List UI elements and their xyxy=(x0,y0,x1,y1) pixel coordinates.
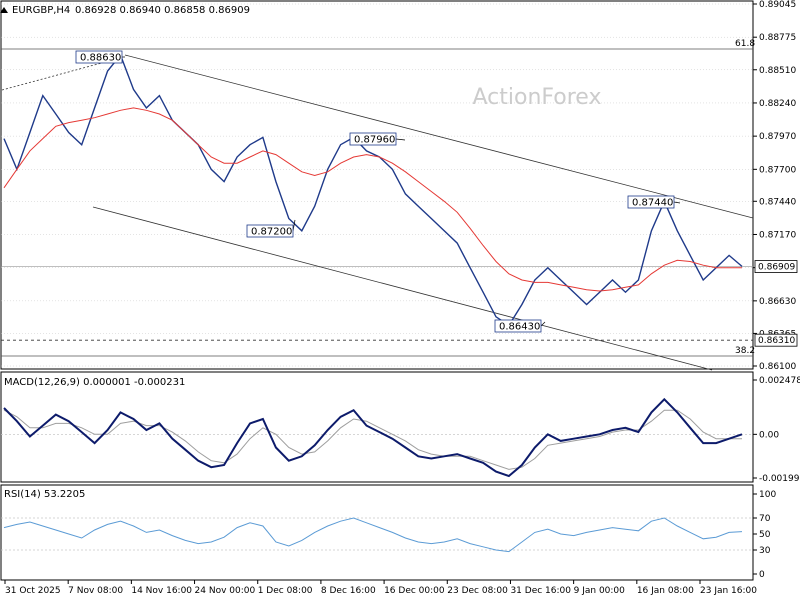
rsi-tick-label: 30 xyxy=(759,546,771,556)
time-axis-label: 31 Dec 16:00 xyxy=(510,586,571,596)
price-annotation-box xyxy=(627,195,675,209)
price-series-line xyxy=(3,53,743,327)
lines-layer xyxy=(3,53,743,553)
price-tick-label: 0.89045 xyxy=(759,0,796,10)
price-tick-label: 0.88240 xyxy=(759,99,796,109)
rsi-title: RSI(14) 53.2205 xyxy=(4,489,85,500)
labels-layer: 0.89045 0.88775 0.88510 0.88240 0.87970 0.877… xyxy=(5,0,800,596)
symbol-label: EURGBP,H4 xyxy=(12,5,70,16)
annotation-leader-line xyxy=(673,201,681,204)
annotation-leader-line xyxy=(540,321,546,327)
time-axis-label: 16 Dec 00:00 xyxy=(384,586,445,596)
price-annotation-label: 0.87200 xyxy=(251,227,292,238)
time-axis-label: 23 Dec 08:00 xyxy=(447,586,508,596)
price-tick-label: 0.88510 xyxy=(759,66,796,76)
price-annotation-box xyxy=(246,224,294,238)
support-level-box xyxy=(754,333,798,347)
channel-upper-line xyxy=(124,54,754,219)
channel-lower-line xyxy=(92,206,713,371)
price-tick-label: 0.87170 xyxy=(759,230,796,240)
time-axis-label: 23 Jan 16:00 xyxy=(700,586,757,596)
time-axis-label: 24 Nov 00:00 xyxy=(195,586,256,596)
fib-label-61-8: 61.8 xyxy=(735,39,755,49)
price-tick-label: 0.87440 xyxy=(759,197,796,207)
time-axis-label: 14 Nov 16:00 xyxy=(131,586,192,596)
symbol-dropdown-icon[interactable] xyxy=(0,7,8,13)
rsi-panel xyxy=(0,484,754,581)
time-axis-label: 7 Nov 08:00 xyxy=(68,586,123,596)
rsi-tick-label: 50 xyxy=(759,530,771,540)
support-level-label: 0.86310 xyxy=(758,336,795,346)
price-annotation-label: 0.87440 xyxy=(632,198,673,209)
price-tick-label: 0.87700 xyxy=(759,165,796,175)
current-price-label: 0.86909 xyxy=(758,263,795,273)
macd-line xyxy=(3,397,743,478)
price-tick-label: 0.87970 xyxy=(759,132,796,142)
rsi-line xyxy=(3,517,743,553)
time-axis-label: 1 Dec 08:00 xyxy=(258,586,313,596)
price-annotation-label: 0.87960 xyxy=(354,135,395,146)
price-annotation-label: 0.88630 xyxy=(80,53,121,64)
macd-tick-label: 0.00 xyxy=(759,430,779,440)
watermark: ActionForex xyxy=(473,85,602,110)
chart-header: EURGBP,H4 0.86928 0.86940 0.86858 0.8690… xyxy=(0,5,250,16)
rsi-tick-label: 70 xyxy=(759,514,771,524)
price-tick-label: 0.86100 xyxy=(759,362,796,372)
moving-average-line xyxy=(3,107,742,292)
price-tick-label: 0.88775 xyxy=(759,33,796,43)
price-annotation-label: 0.86430 xyxy=(499,322,540,333)
time-axis-label: 16 Jan 08:00 xyxy=(637,586,694,596)
annotation-leader-line xyxy=(395,138,406,141)
time-axis-label: 8 Dec 16:00 xyxy=(321,586,376,596)
macd-title: MACD(12,26,9) 0.000001 -0.000231 xyxy=(4,377,185,388)
price-tick-label: 0.86630 xyxy=(759,297,796,307)
time-axis-label: 31 Oct 2025 xyxy=(5,586,61,596)
grid-layer xyxy=(1,3,757,584)
time-axis-label: 9 Jan 00:00 xyxy=(574,586,626,596)
macd-signal-line xyxy=(3,409,742,470)
fib-label-38-2: 38.2 xyxy=(735,346,755,356)
price-panel xyxy=(0,0,754,370)
price-annotation-box xyxy=(75,50,123,64)
rsi-tick-label: 0 xyxy=(759,570,765,580)
price-annotation-box xyxy=(349,132,397,146)
rsi-tick-label: 100 xyxy=(759,490,776,500)
price-annotation-box xyxy=(494,319,542,333)
current-price-box xyxy=(754,260,798,273)
ohlc-label: 0.86928 0.86940 0.86858 0.86909 xyxy=(75,5,250,16)
macd-tick-label: 0.002478 xyxy=(759,376,800,386)
